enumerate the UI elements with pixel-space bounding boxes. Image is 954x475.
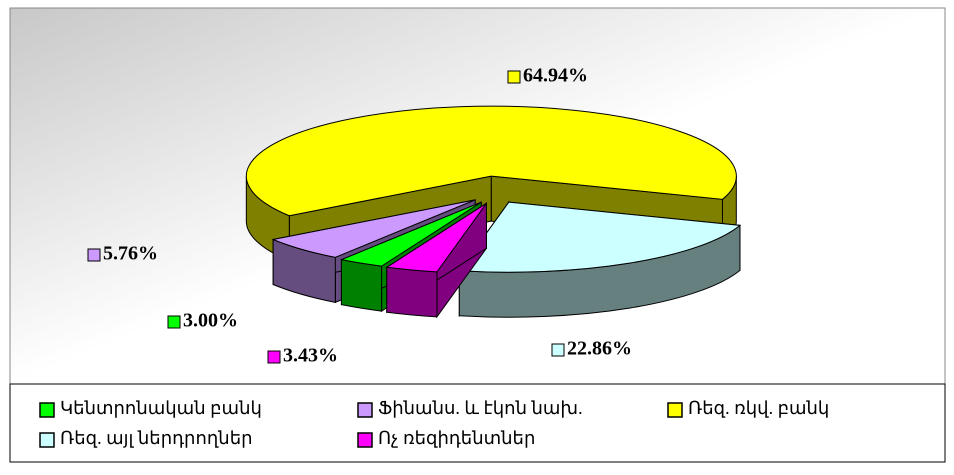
data-label: 3.43% xyxy=(283,345,338,367)
legend-label: Ֆինանս. և էկոն նախ. xyxy=(378,398,583,418)
label-key xyxy=(87,248,101,262)
legend-key xyxy=(667,402,683,418)
legend-label: Ռեզ. ռկվ. բանկ xyxy=(688,398,829,418)
label-key xyxy=(551,343,565,357)
pie xyxy=(245,105,742,319)
label-key xyxy=(507,70,521,84)
data-label: 3.00% xyxy=(183,310,238,332)
legend-key xyxy=(357,402,373,418)
slice-wall xyxy=(340,259,383,312)
slice xyxy=(339,201,482,267)
legend-key xyxy=(357,432,373,448)
legend: Կենտրոնական բանկ Ֆինանս. և էկոն նախ. Ռեզ. … xyxy=(39,398,829,448)
data-label: 64.94% xyxy=(523,65,588,87)
data-label: 22.86% xyxy=(567,338,632,360)
slice-wall xyxy=(386,266,438,318)
slice xyxy=(271,199,476,258)
legend-key xyxy=(39,432,55,448)
legend-key xyxy=(39,402,55,418)
legend-label: Ոչ ռեզիդենտներ xyxy=(378,428,535,448)
slice xyxy=(245,105,737,217)
legend-box xyxy=(9,383,946,463)
legend-label: Ռեզ. այլ ներդրողներ xyxy=(60,428,253,448)
slice xyxy=(385,202,487,273)
label-key xyxy=(167,315,181,329)
label-key xyxy=(267,350,281,364)
labels: 3.00% 5.76% 64.94% 22.86% 3.43% xyxy=(87,65,632,367)
data-label: 5.76% xyxy=(103,243,158,265)
slice xyxy=(458,201,742,273)
legend-label: Կենտրոնական բանկ xyxy=(60,398,262,418)
